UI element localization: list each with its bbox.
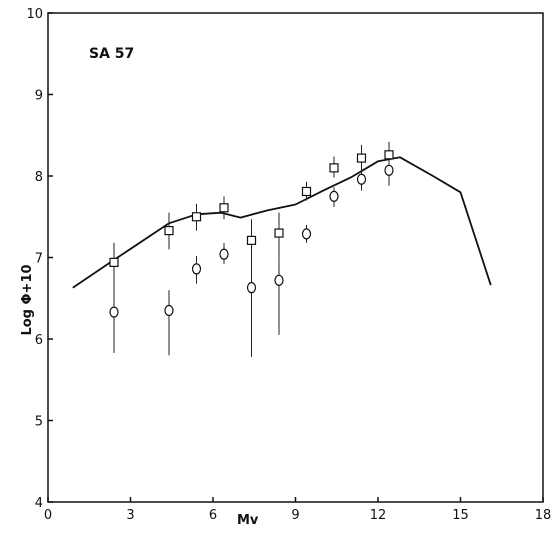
circle-marker [109, 306, 119, 318]
y-axis-ticks: 4 5 6 7 8 9 10 [26, 7, 53, 511]
x-tick-label: 12 [370, 508, 387, 523]
x-tick-label: 0 [44, 508, 52, 523]
circle-marker [384, 164, 394, 176]
square-marker [191, 212, 202, 222]
markers-layer [109, 150, 394, 318]
square-marker [329, 163, 339, 173]
y-tick-label: 10 [26, 7, 43, 22]
plot-border [47, 12, 544, 503]
x-tick-label: 6 [209, 508, 217, 523]
circle-marker [274, 274, 284, 286]
y-axis-title: Log Φ+10 [20, 264, 35, 335]
x-axis-title: Mv [237, 513, 259, 528]
square-marker [384, 150, 394, 160]
circle-marker [246, 282, 257, 294]
x-tick-label: 9 [291, 508, 299, 523]
y-tick-label: 5 [35, 415, 43, 430]
circle-marker [164, 304, 174, 317]
circle-marker [191, 263, 202, 275]
plot-frame [47, 12, 544, 503]
y-tick-label: 4 [35, 496, 43, 511]
model-curve-line [72, 156, 492, 289]
square-marker [109, 257, 119, 267]
x-tick-label: 18 [535, 508, 552, 523]
circle-marker [329, 190, 339, 202]
x-axis-ticks: 0 3 6 9 12 15 18 [44, 497, 551, 523]
square-marker [356, 153, 367, 163]
circle-marker [219, 248, 229, 260]
square-marker [219, 203, 229, 213]
model-curve-layer [72, 156, 492, 289]
error-bars-layer [113, 141, 390, 357]
circle-marker [356, 173, 367, 185]
y-tick-label: 8 [35, 170, 43, 185]
y-tick-label: 6 [35, 333, 43, 348]
square-marker [164, 226, 174, 236]
y-tick-label: 7 [35, 252, 43, 267]
circle-marker [301, 228, 312, 240]
x-tick-label: 3 [126, 508, 134, 523]
y-tick-label: 9 [35, 89, 43, 104]
square-marker [274, 228, 284, 238]
panel-label: SA 57 [89, 46, 134, 62]
square-marker [301, 186, 312, 197]
square-marker [246, 235, 257, 245]
x-tick-label: 15 [452, 508, 469, 523]
